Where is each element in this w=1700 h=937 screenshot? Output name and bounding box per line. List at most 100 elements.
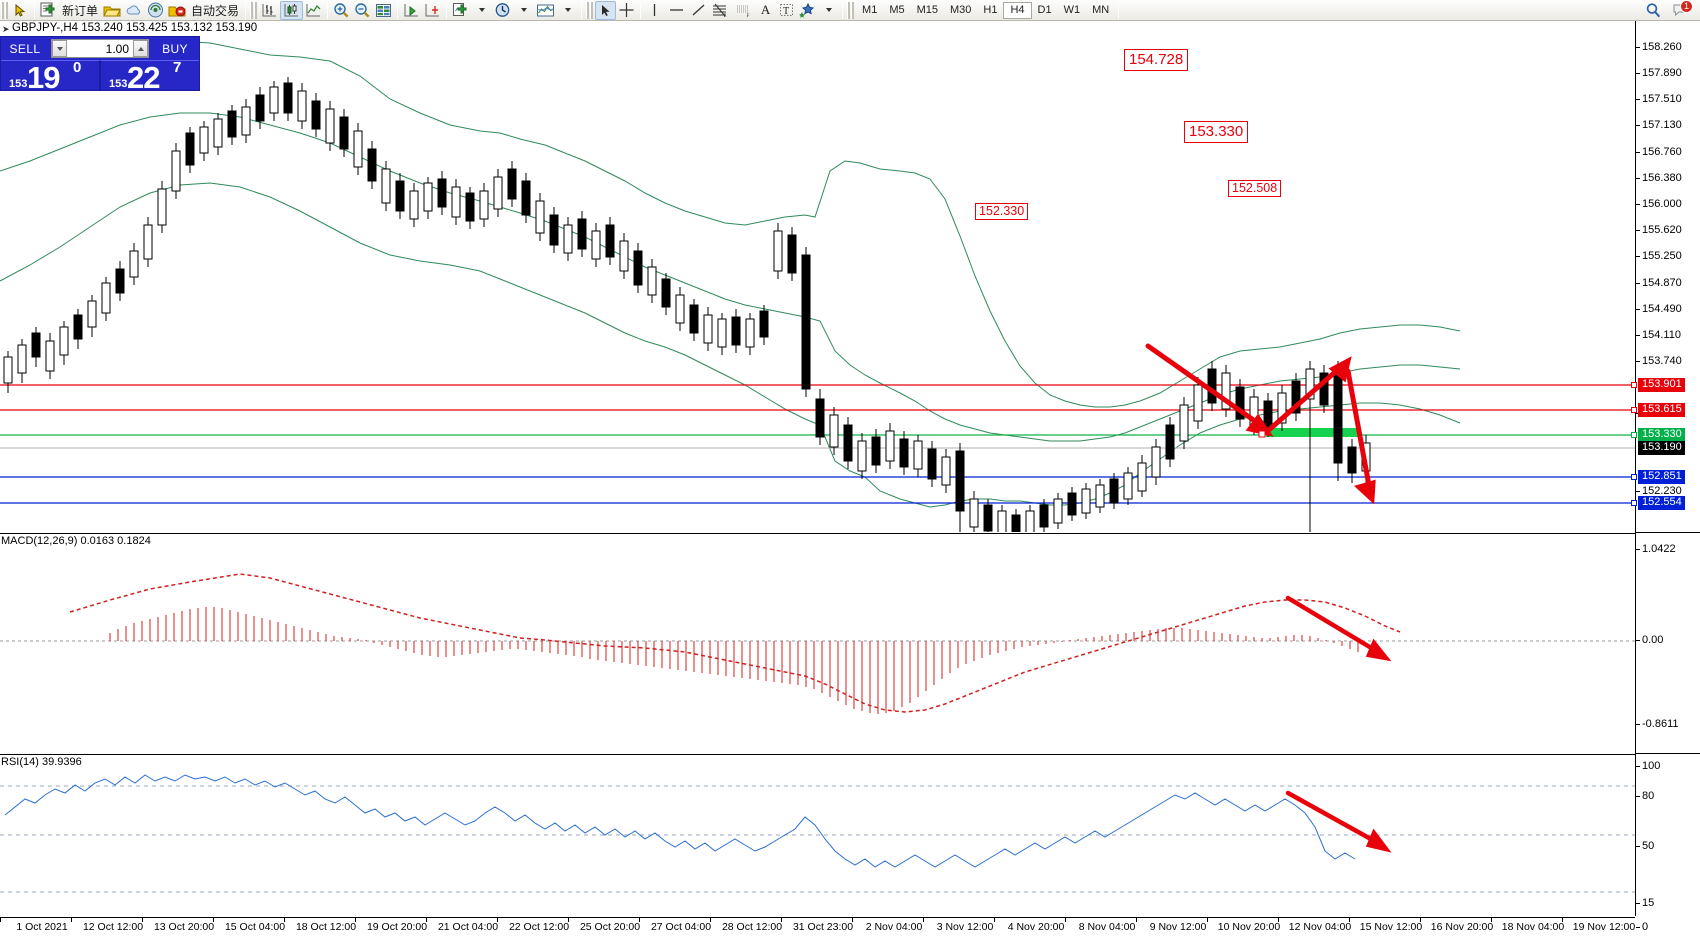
chart-title: GBPJPY-,H4 153.240 153.425 153.132 153.1… — [12, 22, 258, 34]
price-level-152-851[interactable]: 152.851 — [1638, 470, 1685, 484]
price-level-153-190[interactable]: 153.190 — [1638, 441, 1685, 455]
one-click-trading-panel[interactable]: SELL 1.00 BUY 153 19 0 153 22 7 — [0, 36, 200, 95]
new-order-icon[interactable] — [38, 1, 59, 20]
chart-window[interactable]: ➤ GBPJPY-,H4 153.240 153.425 153.132 153… — [0, 21, 1700, 937]
time-tick: 8 Nov 04:00 — [1078, 921, 1136, 933]
annotation-152330[interactable]: 152.330 — [975, 203, 1029, 220]
new-order-label[interactable]: 新订单 — [62, 3, 99, 18]
rsi-tick-100: 100 — [1636, 760, 1660, 772]
buy-price[interactable]: 153 22 7 — [99, 59, 199, 95]
price-tick-156-760: 156.760 — [1636, 146, 1682, 158]
shapes-dropdown-arrow[interactable] — [818, 1, 839, 20]
price-pane[interactable]: 154.728 153.330 152.330 152.508 — [0, 21, 1635, 532]
profiles-icon[interactable] — [101, 1, 123, 20]
price-level-handle-152-554[interactable] — [1631, 500, 1637, 506]
time-tick-mark — [1207, 918, 1208, 922]
price-level-153-901[interactable]: 153.901 — [1638, 378, 1685, 392]
time-tick-mark — [1065, 918, 1066, 922]
toolbar-grip[interactable] — [1, 1, 8, 19]
horizontal-line-icon[interactable] — [665, 1, 688, 20]
fibonacci-icon[interactable]: E — [709, 1, 732, 20]
annotation-153330[interactable]: 153.330 — [1184, 121, 1249, 143]
price-level-153-615[interactable]: 153.615 — [1638, 403, 1685, 417]
autotrade-label[interactable]: 自动交易 — [191, 3, 240, 18]
templates-icon[interactable] — [534, 1, 557, 20]
volume-increase-button[interactable] — [133, 40, 148, 57]
rsi-pane[interactable]: RSI(14) 39.9396 — [0, 754, 1635, 916]
price-level-handle-153-901[interactable] — [1631, 382, 1637, 388]
time-tick-mark — [639, 918, 640, 922]
templates-dropdown-arrow[interactable] — [557, 1, 578, 20]
price-tick-156-000: 156.000 — [1636, 198, 1682, 210]
period-clock-icon[interactable] — [492, 1, 513, 20]
data-window-icon[interactable] — [373, 1, 394, 20]
time-tick-mark — [284, 918, 285, 922]
timeframe-m1[interactable]: M1 — [862, 4, 878, 16]
macd-tick-zero: 0.00 — [1636, 634, 1663, 646]
line-chart-icon[interactable] — [303, 1, 324, 20]
price-tick-157-510: 157.510 — [1636, 93, 1682, 105]
time-tick: 25 Oct 20:00 — [579, 921, 641, 933]
annotation-154728[interactable]: 154.728 — [1124, 49, 1189, 71]
svg-text:E: E — [724, 14, 727, 18]
price-level-handle-153-330[interactable] — [1631, 432, 1637, 438]
sell-button[interactable]: SELL — [9, 41, 41, 56]
timeframe-m30[interactable]: M30 — [950, 4, 972, 16]
time-tick: 27 Oct 04:00 — [650, 921, 712, 933]
price-tick-157-890: 157.890 — [1636, 67, 1682, 79]
time-tick-mark — [1349, 918, 1350, 922]
toolbar-grip-2[interactable] — [250, 1, 258, 19]
timeframe-m5[interactable]: M5 — [889, 4, 905, 16]
time-tick-mark — [994, 918, 995, 922]
indicators-icon[interactable] — [450, 1, 471, 20]
channel-icon[interactable]: F — [732, 1, 755, 20]
macd-pane[interactable]: MACD(12,26,9) 0.0163 0.1824 — [0, 533, 1635, 753]
time-tick-mark — [923, 918, 924, 922]
trendline-icon[interactable] — [688, 1, 709, 20]
time-tick: 19 Oct 20:00 — [366, 921, 428, 933]
search-icon[interactable] — [1643, 1, 1664, 20]
price-level-152-554[interactable]: 152.554 — [1638, 496, 1685, 510]
price-level-153-330[interactable]: 153.330 — [1638, 428, 1685, 442]
signals-icon[interactable] — [145, 1, 166, 20]
shapes-icon[interactable] — [797, 1, 818, 20]
chart-shift-icon[interactable] — [422, 1, 443, 20]
price-scale[interactable]: 158.260 157.890 157.510 157.130 156.760 156.3… — [1631, 21, 1700, 933]
cursor-arrow-icon[interactable] — [10, 1, 31, 20]
period-dropdown-arrow[interactable] — [513, 1, 534, 20]
timeframe-h1[interactable]: H1 — [983, 4, 998, 16]
price-level-handle-152-851[interactable] — [1631, 474, 1637, 480]
indicators-dropdown-arrow[interactable] — [471, 1, 492, 20]
toolbar-grip-4[interactable] — [847, 1, 855, 19]
timeframe-h4[interactable]: H4 — [1003, 1, 1032, 19]
scroll-end-icon[interactable] — [401, 1, 422, 20]
annotation-152508[interactable]: 152.508 — [1228, 180, 1282, 197]
volume-input[interactable]: 1.00 — [105, 41, 129, 56]
timeframe-w1[interactable]: W1 — [1063, 4, 1081, 16]
text-label-icon[interactable]: T — [776, 1, 797, 20]
crosshair-icon[interactable] — [616, 1, 637, 20]
volume-decrease-button[interactable] — [52, 40, 67, 57]
buy-price-mid: 22 — [127, 60, 160, 95]
price-tick-158-260: 158.260 — [1636, 41, 1682, 53]
price-level-handle-153-615[interactable] — [1631, 407, 1637, 413]
volume-stepper[interactable]: 1.00 — [51, 39, 149, 58]
buy-button[interactable]: BUY — [162, 41, 188, 56]
text-icon[interactable]: A — [760, 2, 771, 17]
timeframe-mn[interactable]: MN — [1092, 4, 1110, 16]
autotrade-icon[interactable] — [166, 1, 188, 20]
timeframe-m15[interactable]: M15 — [916, 4, 938, 16]
bar-chart-icon[interactable] — [259, 1, 280, 20]
pointer-icon[interactable] — [595, 0, 617, 20]
time-tick-mark — [710, 918, 711, 922]
candlestick-chart-icon[interactable] — [280, 0, 304, 20]
toolbar-separator-3 — [327, 1, 329, 19]
toolbar-grip-3[interactable] — [586, 1, 594, 19]
zoom-out-icon[interactable] — [352, 1, 373, 20]
zoom-in-icon[interactable] — [331, 1, 352, 20]
vertical-line-icon[interactable] — [644, 1, 665, 20]
alert-bubble-icon[interactable]: 1 — [1670, 0, 1693, 20]
sell-price[interactable]: 153 19 0 — [1, 59, 99, 95]
cloud-icon[interactable] — [123, 1, 145, 20]
timeframe-d1[interactable]: D1 — [1037, 4, 1052, 16]
